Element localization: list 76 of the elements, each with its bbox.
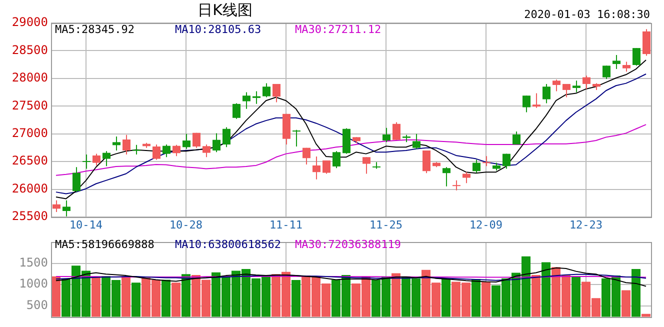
candlestick [92,153,100,166]
text: MA30:27211.12 [295,23,382,36]
candlestick [182,133,190,150]
y-tick-label: 28000 [12,70,48,85]
text: 2020-01-03 16:08:30 [524,8,650,21]
x-tick-label: 10-28 [169,218,203,232]
candlestick [202,144,210,158]
candlestick [322,160,330,174]
candlestick [602,65,610,80]
y-tick-label: 500 [26,298,48,312]
candlestick [442,166,450,187]
text: MA10:63800618562 [175,238,282,251]
candlestick [162,144,170,158]
candlestick [452,180,460,191]
candlestick [192,132,200,148]
y-tick-label: 28500 [12,42,48,57]
candlestick [502,153,510,170]
candlestick [122,134,130,155]
candlestick [562,83,570,98]
candlestick [392,122,400,140]
x-tick-label: 12-23 [569,218,603,232]
candlestick [612,54,620,70]
candlestick [512,131,520,145]
candlestick [332,150,340,169]
candlestick [542,83,550,104]
candlestick [422,150,430,174]
x-tick-label: 11-25 [369,218,403,232]
candlestick [292,129,300,147]
y-tick-label: 29000 [12,15,48,30]
candlestick [102,150,110,167]
candlestick [232,102,240,120]
candlestick [522,95,530,113]
candlestick [212,132,220,153]
candlestick [112,136,120,151]
text: MA5:58196669888 [55,238,156,251]
candlestick [152,144,160,160]
x-tick-label: 11-11 [269,218,303,232]
text: MA10:28105.63 [175,23,262,36]
candlestick [412,133,420,150]
y-tick-label: 1000 [19,276,48,291]
candlestick [62,200,70,217]
candlestick [642,28,650,56]
candlestick [572,80,580,93]
candlestick [242,92,250,110]
candlestick [262,82,270,98]
candlestick [622,61,630,72]
candlestick [362,156,370,174]
candlestick [532,92,540,108]
candlestick [472,159,480,174]
candlestick [52,200,60,213]
y-tick-label: 1500 [19,256,48,270]
candlestick [462,172,470,184]
text: MA30:72036388119 [295,238,402,251]
candlestick [132,144,140,155]
candlestick [222,126,230,148]
chart-title: 日K线图 [196,1,254,20]
candlestick [172,144,180,157]
x-tick-label: 10-14 [69,218,103,232]
y-tick-label: 26000 [12,181,48,196]
candlestick [552,79,560,92]
text: MA5:28345.92 [55,23,136,36]
candlestick [252,90,260,104]
candlestick [72,166,80,193]
candlestick [312,156,320,180]
y-tick-label: 26500 [12,154,48,168]
candlestick [632,48,640,66]
candlestick [302,147,310,165]
candlestick [482,156,490,167]
x-tick-label: 12-09 [469,218,503,232]
y-tick-label: 25500 [12,209,48,224]
y-tick-label: 27500 [12,98,48,112]
candlestick [272,83,280,103]
candlestick [82,154,90,170]
candlestick [582,75,590,90]
y-tick-label: 27000 [12,126,48,140]
candlestick [382,127,390,143]
